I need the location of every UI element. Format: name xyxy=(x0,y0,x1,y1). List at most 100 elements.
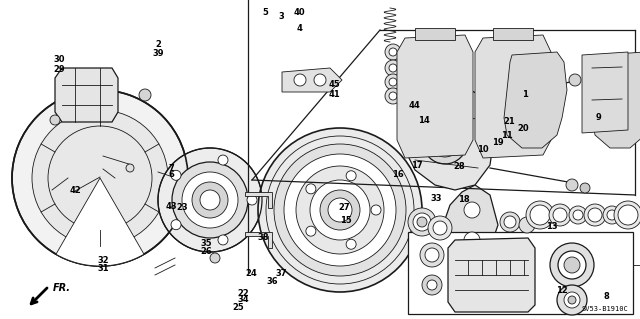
Text: 13: 13 xyxy=(546,222,557,231)
Text: 4: 4 xyxy=(296,24,303,33)
Text: 19: 19 xyxy=(492,138,504,147)
Circle shape xyxy=(200,190,220,210)
Circle shape xyxy=(573,210,583,220)
Circle shape xyxy=(413,213,431,231)
Circle shape xyxy=(32,110,168,246)
Circle shape xyxy=(346,171,356,181)
Text: 14: 14 xyxy=(418,116,429,125)
Text: 21: 21 xyxy=(503,117,515,126)
Polygon shape xyxy=(55,68,118,122)
Text: 34: 34 xyxy=(237,295,249,304)
Polygon shape xyxy=(504,52,567,148)
Circle shape xyxy=(346,239,356,249)
Circle shape xyxy=(296,166,384,254)
Circle shape xyxy=(218,155,228,165)
Text: 1: 1 xyxy=(522,90,528,99)
Circle shape xyxy=(607,210,617,220)
Circle shape xyxy=(182,172,238,228)
Polygon shape xyxy=(282,68,342,92)
Circle shape xyxy=(171,170,181,180)
Circle shape xyxy=(328,198,352,222)
Circle shape xyxy=(614,201,640,229)
Circle shape xyxy=(564,257,580,273)
Circle shape xyxy=(385,44,401,60)
Circle shape xyxy=(385,74,401,90)
Text: 32: 32 xyxy=(98,256,109,265)
Text: 36: 36 xyxy=(266,277,278,286)
Circle shape xyxy=(274,144,406,276)
Circle shape xyxy=(389,64,397,72)
Circle shape xyxy=(557,285,587,315)
Circle shape xyxy=(385,60,401,76)
Circle shape xyxy=(585,73,595,83)
Text: 31: 31 xyxy=(98,264,109,273)
Circle shape xyxy=(558,251,586,279)
Polygon shape xyxy=(592,52,640,148)
Circle shape xyxy=(389,78,397,86)
Text: 24: 24 xyxy=(245,269,257,278)
Circle shape xyxy=(408,208,436,236)
Text: 17: 17 xyxy=(412,161,423,170)
Circle shape xyxy=(385,88,401,104)
Text: 27: 27 xyxy=(339,204,350,212)
Circle shape xyxy=(566,179,578,191)
Text: 22: 22 xyxy=(237,289,249,298)
Circle shape xyxy=(417,217,427,227)
Circle shape xyxy=(50,115,60,125)
Polygon shape xyxy=(448,238,535,312)
Text: 7: 7 xyxy=(169,164,174,173)
Circle shape xyxy=(306,184,316,194)
Circle shape xyxy=(284,154,396,266)
Circle shape xyxy=(584,204,606,226)
Circle shape xyxy=(314,74,326,86)
Text: 33: 33 xyxy=(431,194,442,203)
Text: 16: 16 xyxy=(392,170,404,179)
Text: SV53-B1910C: SV53-B1910C xyxy=(581,306,628,312)
Circle shape xyxy=(618,205,638,225)
Circle shape xyxy=(306,226,316,236)
Text: 35: 35 xyxy=(200,239,212,248)
Text: 29: 29 xyxy=(53,65,65,74)
Circle shape xyxy=(425,248,439,262)
Polygon shape xyxy=(442,185,498,255)
Circle shape xyxy=(530,205,550,225)
Circle shape xyxy=(389,48,397,56)
Text: 3: 3 xyxy=(279,12,284,21)
Circle shape xyxy=(464,202,480,218)
Circle shape xyxy=(139,89,151,101)
Circle shape xyxy=(192,182,228,218)
Polygon shape xyxy=(245,232,272,248)
Circle shape xyxy=(158,148,262,252)
Text: 11: 11 xyxy=(501,131,513,140)
Circle shape xyxy=(549,204,571,226)
Bar xyxy=(408,232,633,314)
Circle shape xyxy=(423,120,467,164)
Text: 2: 2 xyxy=(156,40,162,48)
Text: 23: 23 xyxy=(177,204,188,212)
Text: 30: 30 xyxy=(53,56,65,64)
Text: 26: 26 xyxy=(200,247,212,256)
Circle shape xyxy=(420,243,444,267)
Circle shape xyxy=(12,90,188,266)
Circle shape xyxy=(519,217,535,233)
Circle shape xyxy=(258,128,422,292)
Circle shape xyxy=(569,206,587,224)
Circle shape xyxy=(389,92,397,100)
Circle shape xyxy=(569,74,581,86)
Circle shape xyxy=(603,206,621,224)
Circle shape xyxy=(171,220,181,230)
Text: 15: 15 xyxy=(340,216,351,225)
Circle shape xyxy=(564,292,580,308)
Text: 38: 38 xyxy=(258,233,269,242)
Wedge shape xyxy=(56,178,144,266)
Text: FR.: FR. xyxy=(53,283,71,293)
Text: 8: 8 xyxy=(604,292,609,301)
Circle shape xyxy=(294,74,306,86)
Circle shape xyxy=(550,243,594,287)
Circle shape xyxy=(218,235,228,245)
Circle shape xyxy=(500,212,520,232)
Text: 40: 40 xyxy=(294,8,305,17)
Circle shape xyxy=(428,216,452,240)
Circle shape xyxy=(247,195,257,205)
Text: 45: 45 xyxy=(328,80,340,89)
